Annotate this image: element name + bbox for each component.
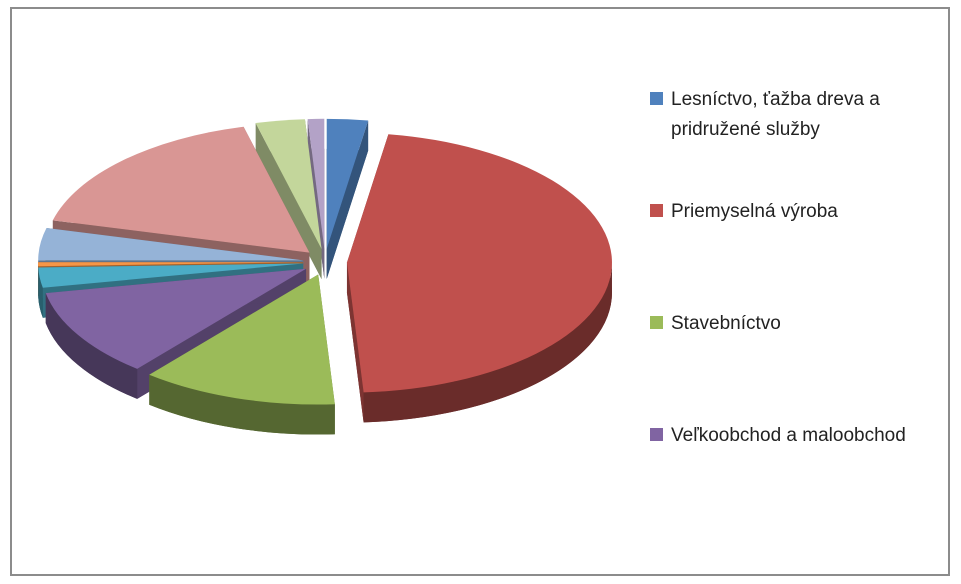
slice-wall	[346, 262, 364, 423]
legend-swatch	[650, 92, 663, 105]
slice	[38, 228, 304, 261]
legend-label: Veľkoobchod a maloobchod	[671, 425, 906, 446]
slice	[52, 126, 310, 253]
legend-swatch	[650, 428, 663, 441]
slice	[45, 268, 307, 369]
slice	[38, 262, 304, 267]
legend-swatch	[650, 316, 663, 329]
slice-side	[363, 262, 612, 423]
slice	[149, 274, 335, 405]
slice	[38, 263, 304, 288]
legend-label: Lesníctvo, ťažba dreva a pridružené služ…	[671, 89, 880, 140]
chart-border	[10, 7, 950, 576]
slice-side	[38, 267, 43, 318]
legend-swatch	[650, 204, 663, 217]
slice-side	[45, 293, 138, 399]
slice-wall	[326, 120, 369, 279]
legend-entry: Stavebníctvo	[650, 309, 940, 339]
legend-entry: Lesníctvo, ťažba dreva a pridružené služ…	[650, 85, 940, 145]
legend-entry: Veľkoobchod a maloobchod	[650, 421, 940, 451]
legend-label: Priemyselná výroba	[671, 201, 838, 222]
slice-wall	[255, 123, 322, 279]
legend-entry: Priemyselná výroba	[650, 197, 940, 227]
slice	[307, 118, 325, 249]
slice	[346, 134, 612, 393]
legend-label: Stavebníctvo	[671, 313, 781, 334]
slice	[326, 118, 369, 249]
slice	[255, 119, 322, 249]
slice-side	[149, 374, 335, 435]
